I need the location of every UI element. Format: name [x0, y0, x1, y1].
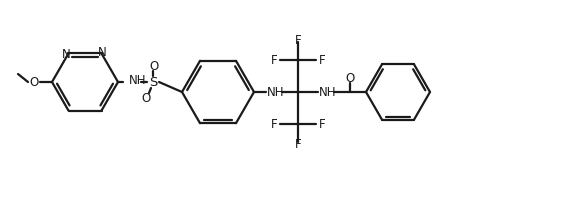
Text: O: O	[150, 60, 159, 73]
Text: NH: NH	[319, 87, 336, 99]
Text: F: F	[319, 54, 325, 66]
Text: O: O	[29, 75, 38, 88]
Text: F: F	[295, 138, 301, 150]
Text: N: N	[98, 46, 107, 59]
Text: F: F	[270, 54, 277, 66]
Text: NH: NH	[267, 87, 285, 99]
Text: F: F	[319, 117, 325, 130]
Text: F: F	[295, 33, 301, 46]
Text: O: O	[142, 92, 151, 104]
Text: O: O	[346, 71, 355, 84]
Text: S: S	[149, 75, 157, 88]
Text: N: N	[62, 48, 71, 61]
Text: F: F	[270, 117, 277, 130]
Text: NH: NH	[129, 74, 147, 88]
